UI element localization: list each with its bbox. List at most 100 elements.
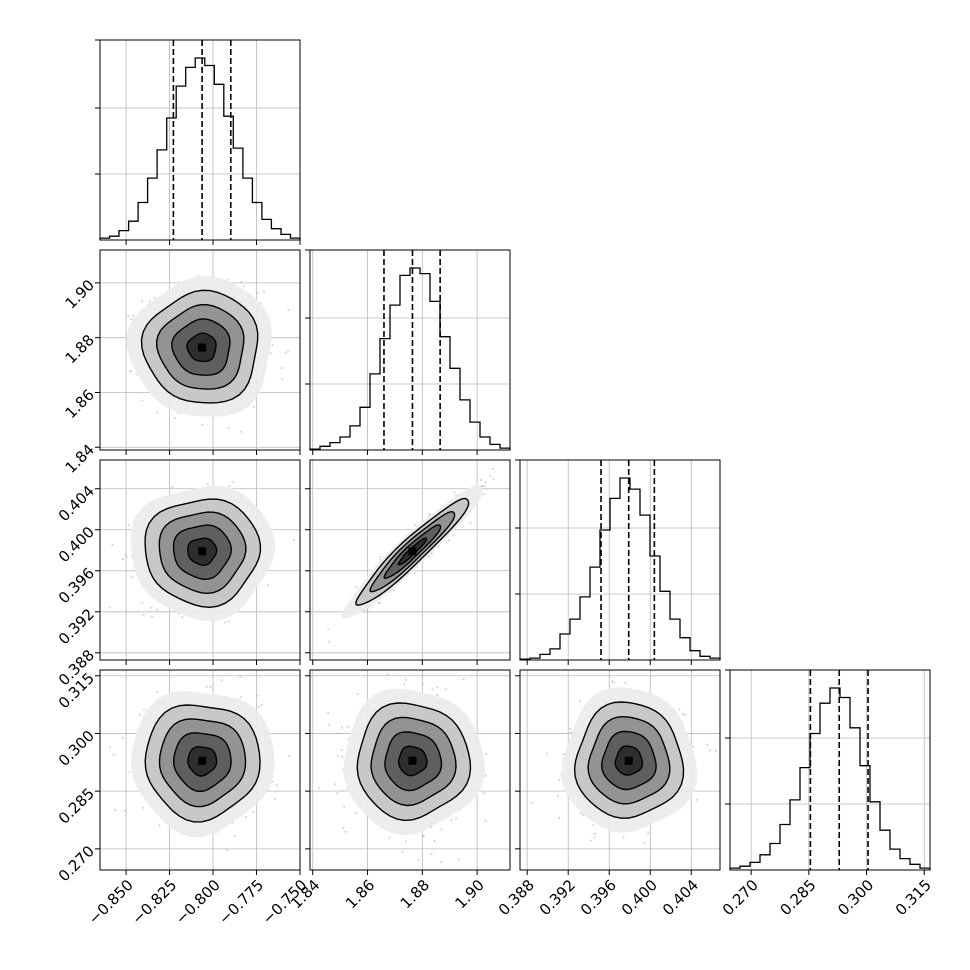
sample-point — [121, 736, 124, 739]
sample-point — [440, 828, 443, 831]
density-panel — [305, 459, 511, 665]
sample-point — [124, 553, 127, 556]
sample-point — [274, 798, 276, 800]
sample-point — [414, 524, 416, 526]
sample-point — [271, 343, 274, 346]
histogram-step — [519, 477, 721, 660]
sample-point — [317, 786, 320, 789]
sample-point — [130, 318, 133, 321]
sample-point — [436, 694, 439, 696]
sample-point — [436, 686, 439, 689]
x-tick-label: 0.315 — [892, 876, 935, 919]
sample-point — [417, 858, 420, 861]
contour-line — [172, 524, 232, 581]
contour-line — [186, 332, 217, 363]
contour-line — [187, 537, 218, 567]
sample-point — [492, 478, 495, 481]
sample-point — [112, 753, 115, 756]
sample-point — [227, 620, 230, 623]
sample-point — [287, 309, 290, 311]
sample-point — [447, 539, 450, 542]
sample-point — [612, 681, 615, 684]
sample-point — [590, 839, 592, 842]
sample-point — [109, 746, 112, 749]
density-panel — [95, 669, 301, 875]
density-panel — [515, 669, 721, 875]
sample-point — [280, 367, 283, 370]
sample-point — [421, 683, 424, 686]
contour-line — [140, 289, 259, 404]
sample-point — [293, 538, 295, 541]
sample-point — [706, 743, 709, 746]
sample-point — [128, 524, 130, 526]
sample-point — [594, 833, 596, 835]
x-tick-label: −0.775 — [215, 876, 267, 928]
sample-point — [288, 754, 291, 757]
sample-point — [341, 789, 344, 792]
x-tick-label: 1.88 — [397, 876, 433, 912]
sample-point — [328, 640, 331, 643]
sample-point — [482, 493, 485, 496]
sample-point — [557, 795, 560, 798]
x-tick-label: −0.825 — [128, 876, 180, 928]
sample-point — [129, 370, 131, 373]
sample-point — [336, 732, 339, 735]
sample-point — [111, 543, 114, 546]
x-tick-label: 1.90 — [452, 876, 488, 912]
sample-point — [240, 430, 243, 433]
sample-point — [127, 314, 130, 317]
contour-line — [158, 511, 247, 595]
sample-point — [430, 552, 433, 555]
sample-point — [356, 693, 359, 695]
sample-point — [327, 628, 330, 631]
contour-line — [355, 497, 470, 606]
sample-point — [455, 817, 458, 820]
sample-point — [287, 350, 290, 353]
x-tick-label: 0.404 — [659, 876, 702, 919]
peak-marker — [408, 756, 417, 765]
sample-point — [366, 609, 369, 611]
sample-point — [457, 858, 460, 861]
sample-point — [114, 809, 117, 812]
y-tick-label: 0.300 — [55, 727, 98, 770]
y-tick-label: 1.86 — [62, 386, 98, 422]
sample-point — [171, 486, 174, 489]
sample-point — [421, 674, 424, 677]
contour-line — [383, 524, 442, 579]
sample-point — [201, 423, 204, 426]
sample-point — [128, 771, 131, 774]
density-panel — [95, 459, 301, 665]
sample-point — [450, 819, 453, 822]
sample-point — [388, 836, 391, 839]
sample-point — [220, 679, 223, 682]
histogram-panel — [725, 669, 931, 875]
sample-point — [482, 792, 485, 795]
sample-point — [647, 831, 650, 834]
sample-point — [682, 712, 685, 715]
sample-point — [281, 378, 284, 381]
sample-point — [206, 483, 209, 486]
panel-frame — [99, 459, 301, 661]
sample-point — [430, 853, 433, 855]
sample-point — [709, 749, 711, 752]
sample-point — [579, 700, 581, 703]
sample-point — [695, 798, 698, 801]
sample-point — [240, 281, 243, 284]
sample-point — [257, 705, 260, 708]
sample-point — [354, 585, 357, 588]
sample-point — [692, 745, 694, 748]
sample-point — [440, 861, 443, 864]
sample-point — [344, 830, 347, 833]
sample-point — [545, 752, 548, 755]
sample-point — [240, 696, 243, 699]
peak-marker — [408, 547, 417, 556]
sample-point — [422, 834, 425, 837]
sample-point — [336, 792, 339, 795]
peak-marker — [198, 756, 207, 765]
sample-point — [153, 296, 156, 299]
sample-point — [260, 704, 263, 707]
sample-point — [158, 824, 161, 827]
sample-point — [328, 723, 331, 726]
sample-point — [403, 683, 406, 685]
histogram-step — [99, 57, 301, 240]
